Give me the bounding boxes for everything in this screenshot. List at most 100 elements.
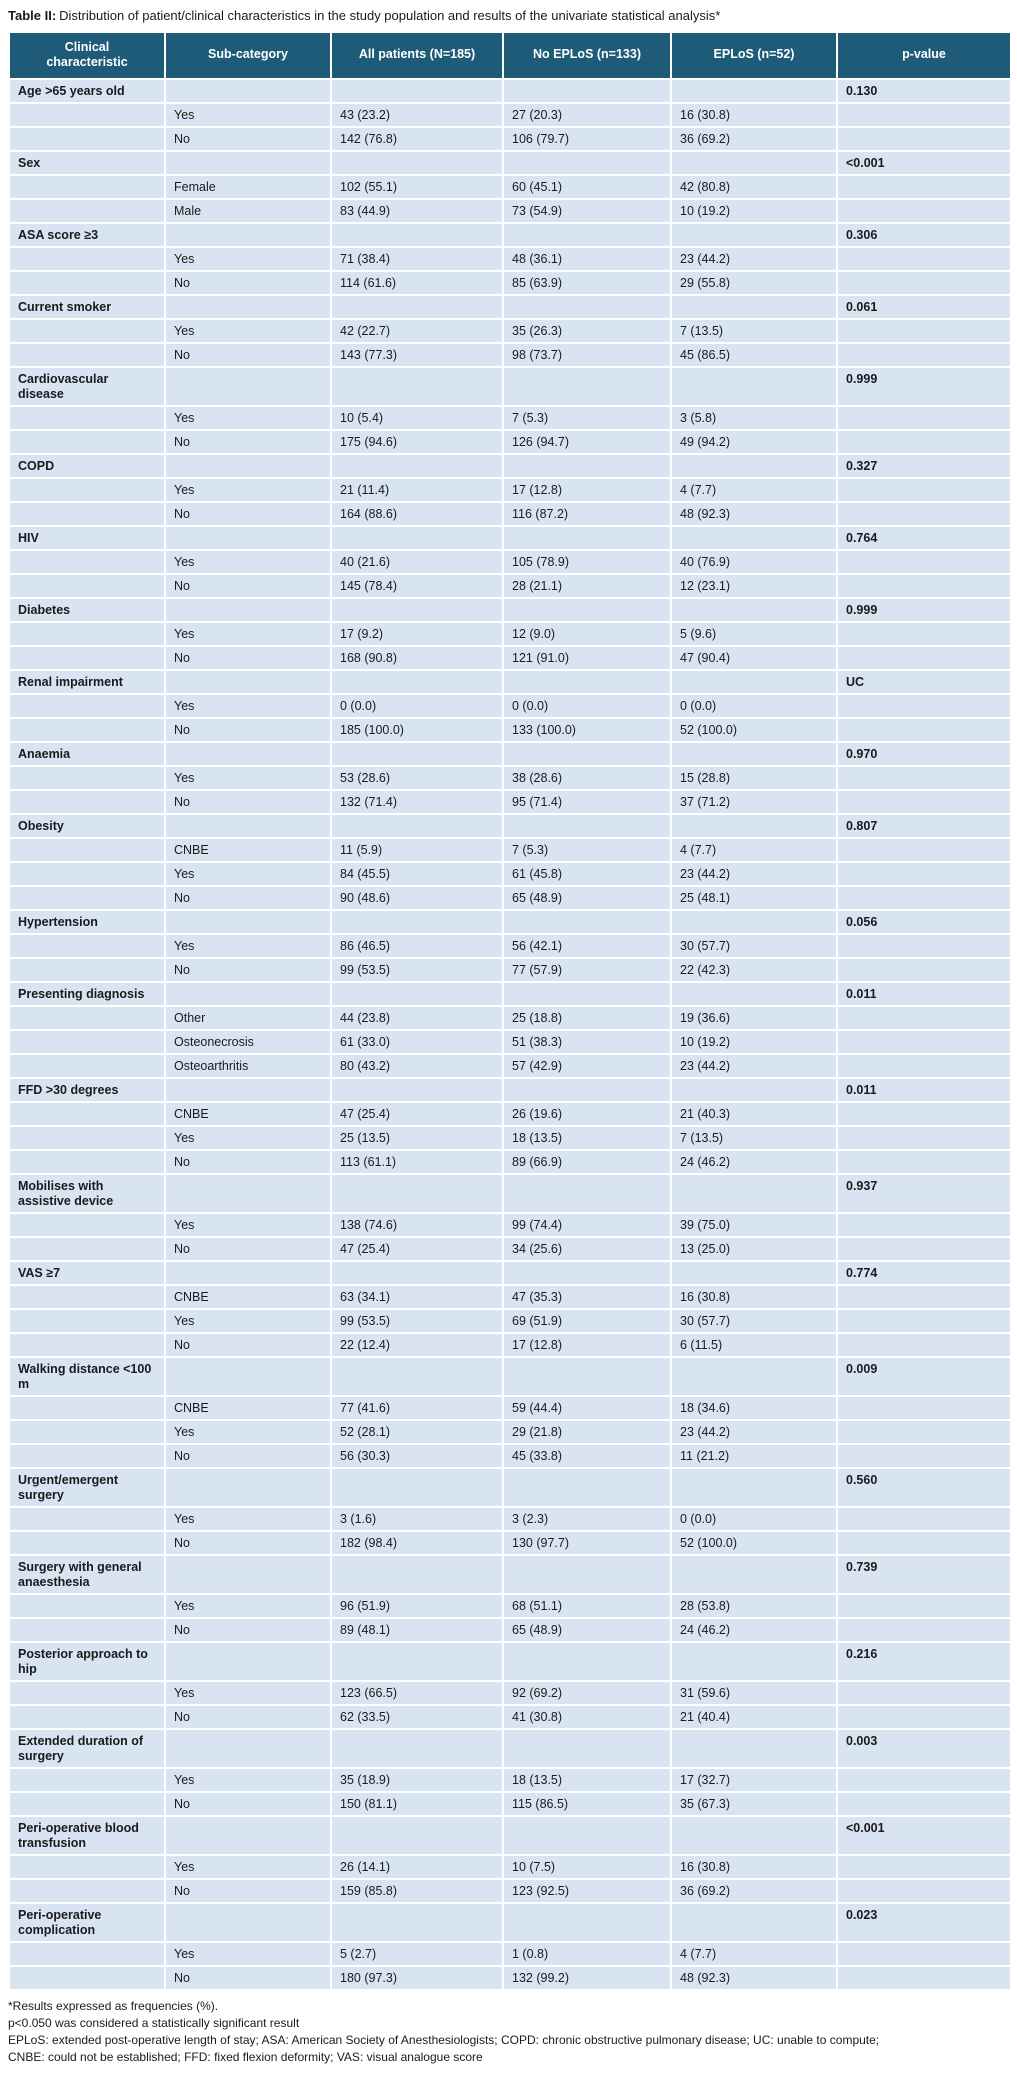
characteristic-cell (8, 1964, 166, 1991)
subcategory-row: No 143 (77.3) 98 (73.7) 45 (86.5) (8, 341, 1012, 368)
table-header: Clinical characteristic Sub-category All p… (8, 30, 1012, 80)
no-eplos-cell: 48 (36.1) (502, 245, 672, 272)
category-row: Walking distance <100 m 0.009 (8, 1355, 1012, 1397)
p-value-cell (836, 1703, 1012, 1730)
eplos-cell (670, 1814, 838, 1856)
eplos-cell (670, 1901, 838, 1943)
eplos-cell (670, 908, 838, 935)
subcategory-cell: No (164, 1442, 332, 1469)
no-eplos-cell: 123 (92.5) (502, 1877, 672, 1904)
column-header-eplos-n-52: EPLoS (n=52) (670, 30, 838, 80)
characteristic-cell (8, 1052, 166, 1079)
eplos-cell: 19 (36.6) (670, 1004, 838, 1031)
characteristic-cell: ASA score ≥3 (8, 221, 166, 248)
characteristic-cell (8, 1394, 166, 1421)
subcategory-cell: No (164, 341, 332, 368)
characteristic-cell (8, 245, 166, 272)
all-patients-cell (330, 1814, 504, 1856)
no-eplos-cell: 56 (42.1) (502, 932, 672, 959)
all-patients-cell: 86 (46.5) (330, 932, 504, 959)
subcategory-row: Yes 52 (28.1) 29 (21.8) 23 (44.2) (8, 1418, 1012, 1445)
subcategory-cell: Yes (164, 1679, 332, 1706)
category-row: Current smoker 0.061 (8, 293, 1012, 320)
eplos-cell: 22 (42.3) (670, 956, 838, 983)
eplos-cell (670, 293, 838, 320)
subcategory-cell: Yes (164, 548, 332, 575)
all-patients-cell: 102 (55.1) (330, 173, 504, 200)
all-patients-cell: 44 (23.8) (330, 1004, 504, 1031)
characteristic-cell (8, 1790, 166, 1817)
all-patients-cell: 99 (53.5) (330, 956, 504, 983)
subcategory-cell: No (164, 788, 332, 815)
p-value-cell (836, 572, 1012, 599)
eplos-cell (670, 1727, 838, 1769)
p-value-cell (836, 1124, 1012, 1151)
subcategory-cell (164, 149, 332, 176)
subcategory-row: Yes 123 (66.5) 92 (69.2) 31 (59.6) (8, 1679, 1012, 1706)
characteristic-cell: Obesity (8, 812, 166, 839)
no-eplos-cell: 99 (74.4) (502, 1211, 672, 1238)
characteristic-cell (8, 1418, 166, 1445)
all-patients-cell: 25 (13.5) (330, 1124, 504, 1151)
no-eplos-cell (502, 221, 672, 248)
characteristic-cell (8, 620, 166, 647)
p-value-cell: 0.327 (836, 452, 1012, 479)
characteristic-cell (8, 644, 166, 671)
all-patients-cell: 5 (2.7) (330, 1940, 504, 1967)
no-eplos-cell: 116 (87.2) (502, 500, 672, 527)
no-eplos-cell: 3 (2.3) (502, 1505, 672, 1532)
subcategory-cell: Yes (164, 1211, 332, 1238)
no-eplos-cell: 10 (7.5) (502, 1853, 672, 1880)
subcategory-row: Male 83 (44.9) 73 (54.9) 10 (19.2) (8, 197, 1012, 224)
all-patients-cell: 99 (53.5) (330, 1307, 504, 1334)
subcategory-cell (164, 1172, 332, 1214)
eplos-cell (670, 1640, 838, 1682)
no-eplos-cell: 85 (63.9) (502, 269, 672, 296)
characteristic-cell (8, 716, 166, 743)
subcategory-cell: Yes (164, 620, 332, 647)
all-patients-cell (330, 1727, 504, 1769)
subcategory-cell: No (164, 500, 332, 527)
all-patients-cell: 138 (74.6) (330, 1211, 504, 1238)
characteristic-cell (8, 269, 166, 296)
characteristic-cell: Age >65 years old (8, 77, 166, 104)
p-value-cell (836, 716, 1012, 743)
subcategory-row: No 22 (12.4) 17 (12.8) 6 (11.5) (8, 1331, 1012, 1358)
all-patients-cell: 182 (98.4) (330, 1529, 504, 1556)
characteristic-cell: Presenting diagnosis (8, 980, 166, 1007)
subcategory-cell: Yes (164, 1853, 332, 1880)
characteristic-cell (8, 317, 166, 344)
characteristic-cell (8, 1124, 166, 1151)
all-patients-cell: 62 (33.5) (330, 1703, 504, 1730)
characteristic-cell (8, 1004, 166, 1031)
eplos-cell: 24 (46.2) (670, 1616, 838, 1643)
all-patients-cell: 175 (94.6) (330, 428, 504, 455)
all-patients-cell: 3 (1.6) (330, 1505, 504, 1532)
characteristic-cell: Urgent/emergent surgery (8, 1466, 166, 1508)
all-patients-cell (330, 668, 504, 695)
no-eplos-cell (502, 452, 672, 479)
subcategory-cell: No (164, 1235, 332, 1262)
characteristic-cell (8, 692, 166, 719)
no-eplos-cell (502, 1727, 672, 1769)
category-row: VAS ≥7 0.774 (8, 1259, 1012, 1286)
characteristic-cell (8, 1505, 166, 1532)
no-eplos-cell: 126 (94.7) (502, 428, 672, 455)
subcategory-row: No 90 (48.6) 65 (48.9) 25 (48.1) (8, 884, 1012, 911)
characteristic-cell: Anaemia (8, 740, 166, 767)
all-patients-cell (330, 1172, 504, 1214)
subcategory-row: Other 44 (23.8) 25 (18.8) 19 (36.6) (8, 1004, 1012, 1031)
subcategory-cell (164, 365, 332, 407)
subcategory-cell: Osteoarthritis (164, 1052, 332, 1079)
subcategory-row: No 185 (100.0) 133 (100.0) 52 (100.0) (8, 716, 1012, 743)
no-eplos-cell: 65 (48.9) (502, 1616, 672, 1643)
all-patients-cell: 47 (25.4) (330, 1100, 504, 1127)
eplos-cell (670, 452, 838, 479)
all-patients-cell: 71 (38.4) (330, 245, 504, 272)
all-patients-cell: 84 (45.5) (330, 860, 504, 887)
eplos-cell: 6 (11.5) (670, 1331, 838, 1358)
p-value-cell: <0.001 (836, 1814, 1012, 1856)
characteristic-cell (8, 1679, 166, 1706)
all-patients-cell: 42 (22.7) (330, 317, 504, 344)
